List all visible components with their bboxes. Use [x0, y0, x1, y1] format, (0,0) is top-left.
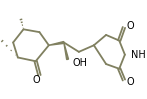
- Polygon shape: [64, 42, 69, 60]
- Text: O: O: [127, 77, 134, 87]
- Text: OH: OH: [72, 58, 87, 68]
- Text: NH: NH: [131, 50, 146, 60]
- Polygon shape: [49, 42, 64, 45]
- Text: O: O: [127, 21, 134, 31]
- Text: O: O: [33, 75, 40, 85]
